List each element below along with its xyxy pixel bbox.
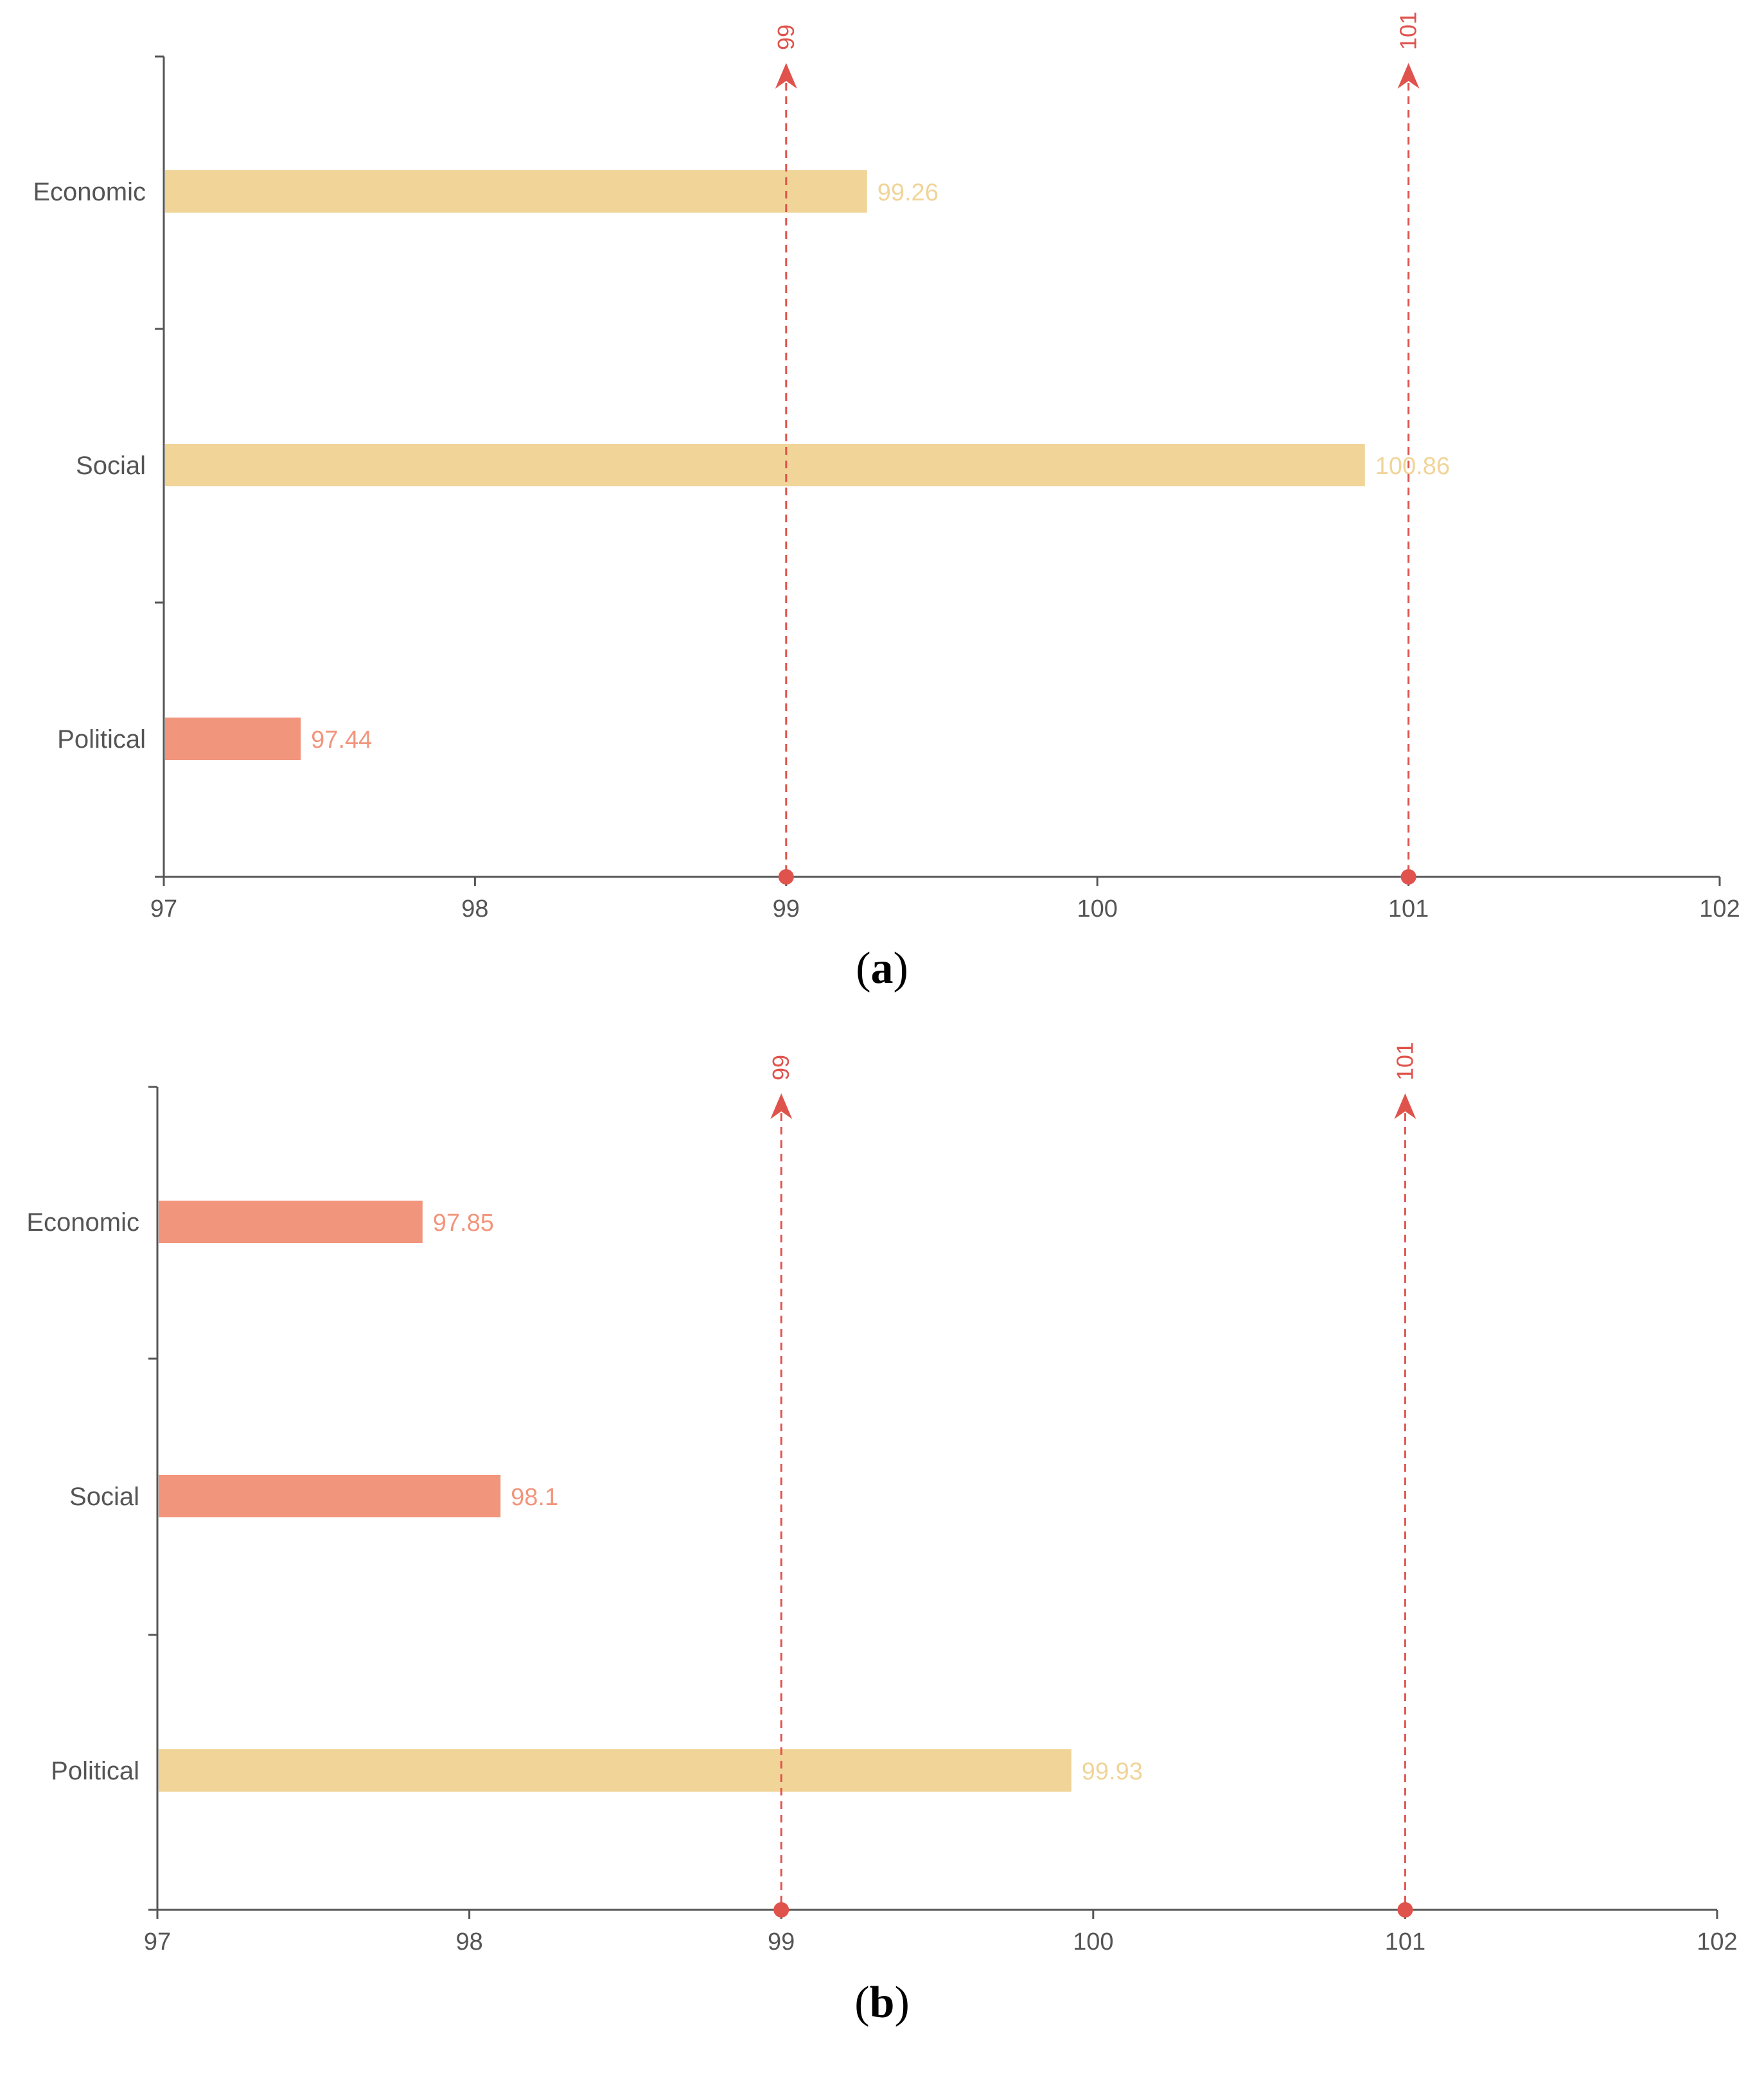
- category-label: Political: [57, 725, 146, 754]
- category-label: Economic: [33, 178, 146, 206]
- mark-line-arrow: [1394, 1093, 1416, 1119]
- x-tick-label: 97: [150, 895, 177, 922]
- mark-line-dot: [773, 1902, 789, 1918]
- chart-panel-b: 97 98 99 100 101 102 Economic 97.85 Social 98.1 Po…: [26, 1042, 1737, 2027]
- mark-line-dot: [1400, 869, 1416, 885]
- x-tick-label: 100: [1073, 1928, 1113, 1955]
- mark-line-99: 99: [773, 24, 799, 885]
- category-label: Social: [76, 452, 146, 480]
- mark-line-arrow: [770, 1093, 793, 1119]
- x-tick-label: 102: [1699, 895, 1740, 922]
- value-label: 99.93: [1082, 1758, 1143, 1785]
- category-label: Political: [51, 1757, 139, 1785]
- mark-line-label: 101: [1391, 1042, 1418, 1081]
- x-tick-label: 98: [461, 895, 488, 922]
- x-tick-label: 99: [768, 1928, 795, 1955]
- value-label: 97.44: [311, 727, 372, 754]
- x-tick-label: 99: [773, 895, 800, 922]
- bar-political: [165, 718, 301, 760]
- mark-line-arrow: [775, 63, 797, 89]
- panel-label: (a): [856, 944, 908, 993]
- panel-label: (b): [854, 1978, 910, 2027]
- mark-line-101: 101: [1391, 1042, 1418, 1918]
- bar-political: [159, 1749, 1072, 1792]
- mark-line-99: 99: [768, 1055, 794, 1918]
- bar-social: [165, 444, 1365, 486]
- mark-line-dot: [778, 869, 794, 885]
- x-tick-label: 97: [144, 1928, 171, 1955]
- mark-line-label: 101: [1395, 12, 1422, 50]
- x-tick-label: 102: [1697, 1928, 1737, 1955]
- mark-line-label: 99: [773, 24, 799, 50]
- x-tick-label: 101: [1385, 1928, 1425, 1955]
- value-label: 98.1: [511, 1484, 558, 1511]
- x-tick-label: 98: [455, 1928, 482, 1955]
- mark-line-label: 99: [768, 1055, 794, 1081]
- bar-economic: [165, 170, 867, 213]
- mark-line-arrow: [1397, 63, 1420, 89]
- bar-social: [159, 1475, 501, 1517]
- category-label: Economic: [26, 1208, 139, 1237]
- value-label: 100.86: [1375, 453, 1450, 480]
- mark-line-dot: [1397, 1902, 1413, 1918]
- category-label: Social: [69, 1483, 139, 1511]
- bar-economic: [159, 1201, 423, 1243]
- x-tick-label: 100: [1077, 895, 1117, 922]
- chart-panel-a: 97 98 99 100 101 102 Economic 99.26 Social 100.86…: [33, 12, 1740, 993]
- x-tick-label: 101: [1388, 895, 1429, 922]
- value-label: 99.26: [878, 179, 939, 206]
- value-label: 97.85: [433, 1210, 494, 1237]
- mark-line-101: 101: [1395, 12, 1422, 885]
